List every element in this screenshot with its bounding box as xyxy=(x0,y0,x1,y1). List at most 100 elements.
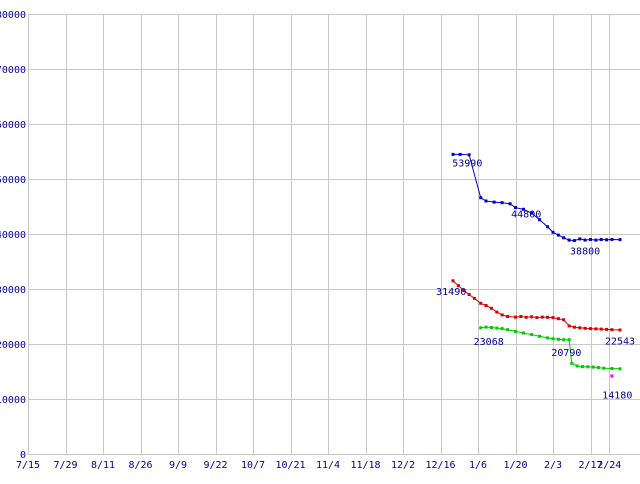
green-price-line-marker xyxy=(479,326,483,330)
blue-price-line-marker xyxy=(492,200,496,204)
green-price-line-marker xyxy=(618,367,622,371)
blue-price-line-marker xyxy=(572,239,576,243)
red-price-line-marker xyxy=(530,315,534,319)
green-price-line-marker xyxy=(551,337,555,341)
blue-price-line-marker xyxy=(589,238,592,241)
red-price-line-marker xyxy=(484,304,488,307)
red-price-line-marker xyxy=(540,315,544,319)
red-price-line-marker xyxy=(451,279,455,283)
x-axis-label: 1/6 xyxy=(469,460,487,471)
y-axis-label: 50000 xyxy=(0,175,26,186)
red-price-line-marker xyxy=(583,326,587,330)
value-labels: 53990 44800 38800 31490 23068 20790 22543 14180 xyxy=(436,158,635,401)
x-axis-label: 11/18 xyxy=(350,460,380,471)
blue-price-line-marker xyxy=(479,196,483,200)
y-axis-label: 20000 xyxy=(0,340,26,351)
green-price-line-marker xyxy=(567,338,571,342)
green-price-line xyxy=(479,325,622,371)
blue-price-line-marker xyxy=(599,238,603,241)
x-axis-label: 7/29 xyxy=(53,460,77,471)
green-price-line-marker xyxy=(522,331,525,335)
blue-price-line-marker xyxy=(484,199,488,203)
red-price-line-marker xyxy=(524,315,528,319)
green-price-line-marker xyxy=(586,365,590,369)
green-price-line-marker xyxy=(484,325,488,329)
green-price-line-marker xyxy=(500,327,504,331)
blue-price-line-marker xyxy=(562,236,566,240)
green-price-line-marker xyxy=(538,334,542,338)
red-price-line-marker xyxy=(467,293,471,296)
red-price-line-marker xyxy=(535,316,539,320)
red-price-line-marker xyxy=(456,284,460,288)
green-price-line-marker xyxy=(546,336,550,340)
blue-price-line xyxy=(451,152,622,243)
x-axis-label: 10/7 xyxy=(241,460,265,471)
red-price-line-marker xyxy=(546,315,550,319)
blue-price-line-marker xyxy=(618,238,622,242)
red-price-line-marker xyxy=(556,317,560,321)
value-label: 20790 xyxy=(551,348,581,359)
blue-price-line-marker xyxy=(567,238,571,242)
blue-price-line-marker xyxy=(605,238,609,242)
red-price-line-marker xyxy=(506,315,509,318)
green-price-line-marker xyxy=(610,367,614,370)
green-price-line-marker xyxy=(581,365,584,369)
latest-price-point-marker xyxy=(610,374,614,378)
grid xyxy=(28,14,640,455)
blue-price-line-marker xyxy=(514,206,517,210)
x-axis-label: 7/15 xyxy=(16,460,40,471)
blue-price-line-marker xyxy=(458,152,462,156)
blue-price-line-marker xyxy=(538,218,542,222)
red-price-line-marker xyxy=(610,328,614,332)
y-axis-label: 10000 xyxy=(0,395,26,406)
green-price-line-marker xyxy=(570,361,574,365)
red-price-line-marker xyxy=(589,327,592,331)
green-price-line-marker xyxy=(562,338,566,342)
red-price-line-marker xyxy=(578,326,582,330)
blue-price-line-marker xyxy=(578,237,582,241)
blue-price-line-marker xyxy=(556,233,560,237)
blue-price-line-marker xyxy=(551,230,555,234)
green-price-line-marker xyxy=(597,366,600,370)
y-axis-label: 30000 xyxy=(0,285,26,296)
y-axis-label: 0 xyxy=(20,450,26,461)
red-price-line xyxy=(451,279,622,332)
green-price-line-marker xyxy=(530,333,534,337)
green-price-line-marker xyxy=(575,364,579,368)
red-price-line-marker xyxy=(479,301,483,305)
green-price-line-marker xyxy=(602,366,606,370)
blue-price-line-marker xyxy=(594,238,598,242)
red-price-line-marker xyxy=(594,327,598,331)
y-axis-label: 70000 xyxy=(0,65,26,76)
blue-price-line-marker xyxy=(467,153,471,157)
red-price-line-marker xyxy=(605,327,609,331)
x-axis-labels: 7/15 7/29 8/11 8/26 9/9 9/22 10/7 10/21 11/4 11/1… xyxy=(16,460,621,471)
red-price-line-marker xyxy=(551,316,555,320)
value-label: 38800 xyxy=(570,246,600,257)
x-axis-label: 2/3 xyxy=(544,460,562,471)
red-price-line-marker xyxy=(514,315,517,319)
green-price-line-marker xyxy=(489,326,493,329)
x-axis-label: 9/22 xyxy=(203,460,227,471)
red-price-line-marker xyxy=(599,327,603,331)
red-price-line-marker xyxy=(489,306,493,310)
latest-price-point xyxy=(610,374,614,378)
red-price-line-marker xyxy=(500,313,504,317)
blue-price-line-marker xyxy=(500,201,504,205)
blue-price-line-marker xyxy=(546,225,550,229)
blue-price-line-marker xyxy=(583,238,587,242)
x-axis-label: 12/16 xyxy=(425,460,455,471)
y-axis-label: 40000 xyxy=(0,230,26,241)
value-label: 14180 xyxy=(602,390,632,401)
value-label: 22543 xyxy=(605,337,635,348)
x-axis-label: 8/26 xyxy=(128,460,152,471)
red-price-line-marker xyxy=(495,310,499,314)
red-price-line-marker xyxy=(562,318,566,322)
green-price-line-marker xyxy=(514,329,517,333)
red-price-line-marker xyxy=(472,296,476,300)
value-label: 31490 xyxy=(436,287,466,298)
x-axis-label: 2/24 xyxy=(597,460,621,471)
